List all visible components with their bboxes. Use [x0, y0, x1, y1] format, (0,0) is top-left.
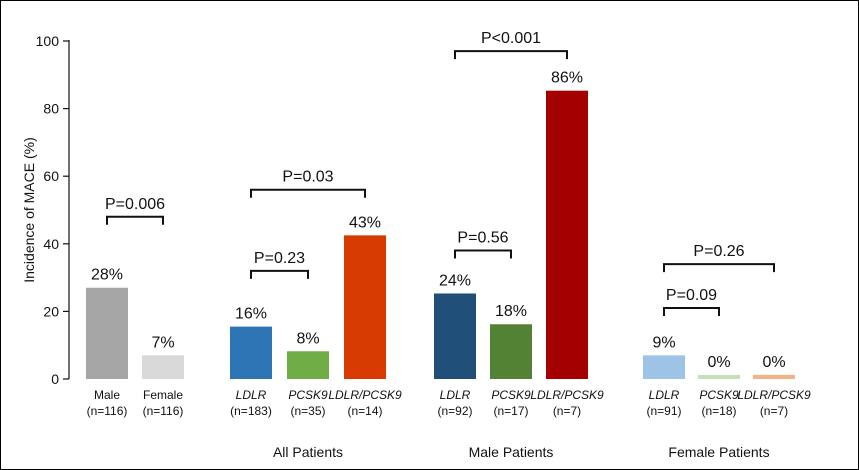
comparison-bracket — [250, 269, 309, 279]
comparison-bracket — [663, 263, 775, 273]
bar — [753, 374, 795, 379]
comparison-bracket — [250, 188, 366, 198]
category-n-label: (n=7) — [553, 404, 581, 418]
y-tick-label: 20 — [43, 303, 59, 319]
category-n-label: (n=14) — [347, 404, 382, 418]
category-label: LDLR/PCSK9 — [328, 388, 402, 402]
bar — [643, 355, 685, 379]
bar — [142, 355, 184, 379]
axes: 0 20 40 60 80 100 Incidence of MACE (%) — [21, 33, 70, 387]
bar-value-label: 0% — [762, 354, 785, 371]
bar — [490, 324, 532, 379]
bar-value-label: 86% — [551, 70, 583, 87]
y-axis-label: Incidence of MACE (%) — [21, 137, 37, 283]
p-value-label: P<0.001 — [481, 30, 541, 47]
bar-value-label: 9% — [652, 334, 675, 351]
category-label: LDLR — [649, 388, 680, 402]
p-value-label: P=0.006 — [105, 196, 165, 213]
bar — [86, 287, 128, 379]
bar-value-label: 0% — [707, 354, 730, 371]
category-n-label: (n=17) — [493, 404, 528, 418]
y-tick-label: 60 — [43, 168, 59, 184]
category-n-label: (n=7) — [760, 404, 788, 418]
bar-value-label: 43% — [349, 214, 381, 231]
bar-value-label: 7% — [151, 334, 174, 351]
comparison-bracket — [454, 50, 568, 60]
y-tick-label: 40 — [43, 236, 59, 252]
group-label: Female Patients — [668, 444, 769, 460]
category-n-label: (n=183) — [230, 404, 272, 418]
labels: 28% Male (n=116) 7% Female (n=116) 16% LDLR (n=1… — [87, 70, 811, 460]
category-label: LDLR/PCSK9 — [737, 388, 811, 402]
bar — [230, 326, 272, 379]
comparison-bracket — [454, 249, 512, 259]
y-tick-label: 80 — [43, 101, 59, 117]
group-label: All Patients — [273, 444, 343, 460]
bar — [434, 293, 476, 379]
category-label: PCSK9 — [491, 388, 531, 402]
category-label: PCSK9 — [699, 388, 739, 402]
category-n-label: (n=91) — [646, 404, 681, 418]
category-label: LDLR — [440, 388, 471, 402]
category-label: LDLR — [236, 388, 267, 402]
p-value-label: P=0.56 — [457, 230, 508, 247]
p-value-label: P=0.26 — [693, 243, 744, 260]
bar — [344, 235, 386, 379]
category-label: Female — [143, 388, 183, 402]
bar — [287, 351, 329, 379]
comparison-brackets: P=0.006 P=0.23 P=0.03 P=0.56 P<0.001 P=0.09 P=… — [105, 30, 775, 317]
bar-value-label: 8% — [296, 330, 319, 347]
category-label: PCSK9 — [288, 388, 328, 402]
comparison-bracket — [106, 215, 164, 225]
category-n-label: (n=116) — [87, 404, 128, 418]
category-n-label: (n=92) — [437, 404, 472, 418]
group-label: Male Patients — [469, 444, 554, 460]
y-tick-label: 0 — [51, 371, 59, 387]
comparison-bracket — [663, 307, 720, 317]
category-label: LDLR/PCSK9 — [530, 388, 604, 402]
category-n-label: (n=35) — [290, 404, 325, 418]
category-n-label: (n=18) — [701, 404, 736, 418]
category-label: Male — [94, 388, 120, 402]
bar — [546, 90, 588, 379]
p-value-label: P=0.23 — [254, 250, 305, 267]
bars — [86, 90, 795, 379]
category-n-label: (n=116) — [143, 404, 184, 418]
y-tick-label: 100 — [36, 33, 60, 49]
p-value-label: P=0.03 — [282, 169, 333, 186]
bar — [698, 374, 740, 379]
bar-value-label: 16% — [235, 306, 267, 323]
bar-value-label: 18% — [495, 303, 527, 320]
p-value-label: P=0.09 — [666, 287, 717, 304]
bar-value-label: 28% — [91, 267, 123, 284]
bar-value-label: 24% — [439, 272, 471, 289]
